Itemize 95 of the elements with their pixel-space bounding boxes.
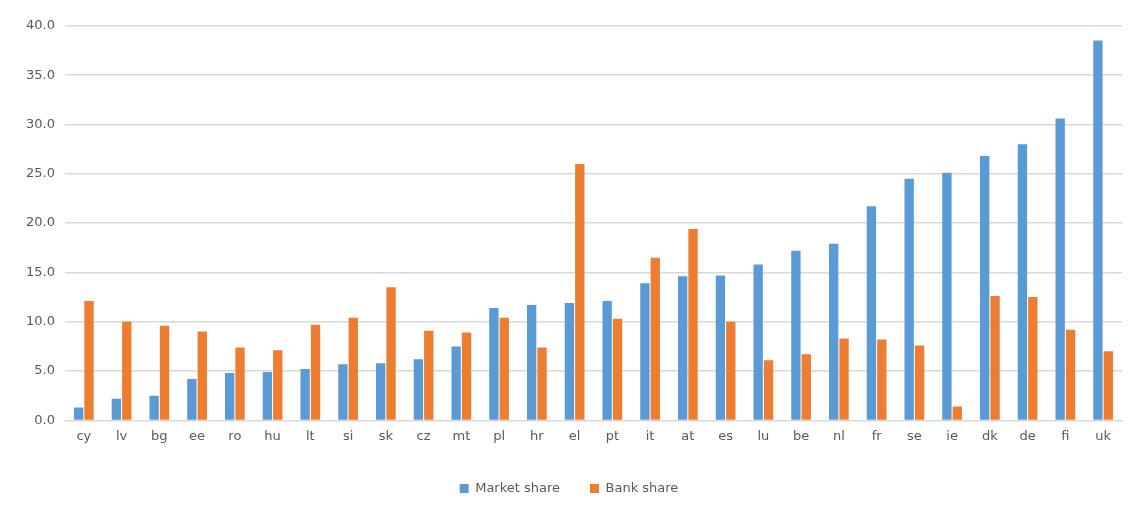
bar xyxy=(73,407,84,420)
bar xyxy=(273,350,283,420)
y-tick-label: 5.0 xyxy=(34,362,55,378)
bar xyxy=(612,318,623,420)
legend-label: Market share xyxy=(475,479,561,495)
bar xyxy=(914,345,925,420)
bar xyxy=(122,321,132,420)
bar xyxy=(499,317,509,420)
x-tick-label: ee xyxy=(189,427,206,443)
bar xyxy=(84,301,94,420)
x-tick-label: hu xyxy=(264,427,281,443)
bar xyxy=(952,406,962,420)
bar xyxy=(677,276,688,420)
x-tick-label: it xyxy=(645,427,655,443)
bar xyxy=(904,178,914,420)
bar xyxy=(602,301,612,420)
x-tick-label: es xyxy=(718,427,734,443)
y-tick-label: 15.0 xyxy=(25,263,55,279)
y-tick-label: 30.0 xyxy=(25,115,55,131)
x-tick-label: ie xyxy=(946,427,958,443)
bar xyxy=(300,369,310,420)
bar xyxy=(763,360,774,420)
bar xyxy=(715,275,726,420)
bar xyxy=(640,283,650,420)
bar xyxy=(262,372,273,420)
bar xyxy=(235,347,245,420)
x-tick-label: pl xyxy=(493,427,506,443)
bar xyxy=(791,250,801,420)
bar xyxy=(197,331,207,420)
bar xyxy=(1093,40,1103,420)
x-tick-label: se xyxy=(906,427,922,443)
bar xyxy=(688,229,698,420)
x-tick-label: be xyxy=(792,427,810,443)
bar xyxy=(111,398,122,420)
bar xyxy=(489,307,499,420)
y-tick-label: 20.0 xyxy=(25,214,55,230)
x-tick-label: pt xyxy=(605,427,620,443)
x-tick-label: hr xyxy=(530,427,545,443)
bar xyxy=(866,206,877,420)
x-tick-label: mt xyxy=(452,427,471,443)
bar xyxy=(149,395,159,420)
bar xyxy=(386,287,396,420)
bar xyxy=(990,296,1000,420)
bar xyxy=(375,363,386,420)
x-tick-label: el xyxy=(568,427,581,443)
bar xyxy=(726,321,736,420)
y-tick-label: 25.0 xyxy=(25,165,55,181)
bar xyxy=(224,373,235,420)
x-tick-label: cy xyxy=(76,427,92,443)
x-tick-label: lv xyxy=(115,427,128,443)
x-tick-label: fi xyxy=(1061,427,1070,443)
x-tick-label: cz xyxy=(416,427,431,443)
bar xyxy=(159,325,170,420)
x-tick-label: nl xyxy=(832,427,845,443)
bar xyxy=(451,346,461,420)
bar xyxy=(348,317,358,420)
bar xyxy=(839,338,849,420)
x-tick-label: de xyxy=(1019,427,1036,443)
bar xyxy=(1103,351,1113,420)
y-tick-label: 40.0 xyxy=(25,17,55,33)
bar xyxy=(461,332,472,420)
x-tick-label: bg xyxy=(151,427,168,443)
x-tick-label: uk xyxy=(1095,427,1112,443)
y-tick-label: 0.0 xyxy=(34,411,55,427)
x-tick-label: fr xyxy=(871,427,883,443)
x-tick-label: si xyxy=(342,427,354,443)
x-tick-label: at xyxy=(681,427,695,443)
bar xyxy=(575,163,585,420)
y-tick-label: 10.0 xyxy=(25,313,55,329)
bar xyxy=(801,354,811,420)
bar xyxy=(338,364,348,420)
legend-label: Bank share xyxy=(605,479,679,495)
bar xyxy=(1065,329,1076,420)
bar xyxy=(526,304,537,420)
bar xyxy=(942,172,952,420)
bar xyxy=(980,156,990,420)
bar xyxy=(424,330,434,420)
bar xyxy=(310,324,321,420)
x-tick-label: ro xyxy=(228,427,242,443)
bar xyxy=(1055,118,1065,420)
bar xyxy=(187,378,197,420)
bar xyxy=(1028,297,1038,420)
bar xyxy=(650,257,660,420)
bar xyxy=(1017,144,1028,420)
bar xyxy=(829,243,839,420)
x-tick-label: lt xyxy=(305,427,315,443)
bar xyxy=(753,264,763,420)
bar xyxy=(537,347,547,420)
x-tick-label: sk xyxy=(378,427,394,443)
bar xyxy=(564,303,575,420)
x-tick-label: lu xyxy=(757,427,770,443)
bar xyxy=(413,359,424,420)
bar xyxy=(877,339,887,420)
y-tick-label: 35.0 xyxy=(25,66,55,82)
x-tick-label: dk xyxy=(981,427,999,443)
